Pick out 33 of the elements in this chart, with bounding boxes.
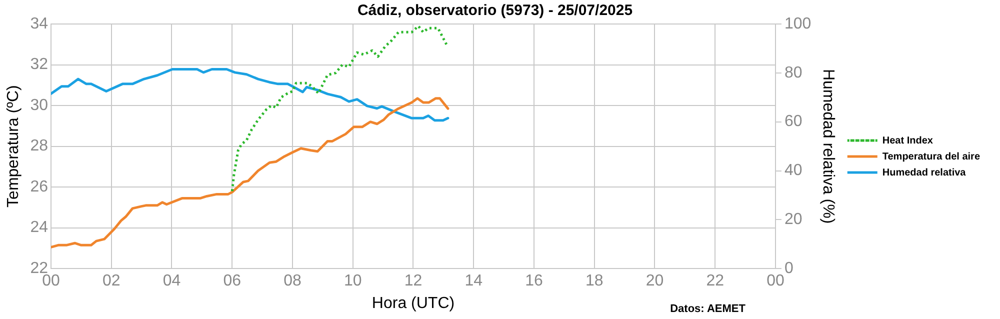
x-tick-label: 04	[162, 272, 181, 290]
y2-tick-label: 20	[784, 211, 802, 228]
y2-tick-label: 60	[784, 113, 802, 130]
x-tick-label: 08	[284, 272, 302, 290]
y-tick-label: 24	[30, 219, 48, 236]
y-tick-label: 28	[30, 138, 48, 155]
y-tick-label: 26	[30, 178, 48, 196]
x-tick-label: 02	[102, 272, 120, 290]
text: Datos: AEMET	[670, 303, 746, 315]
x-tick-label: 00	[766, 272, 784, 290]
x-tick-label: 16	[525, 272, 543, 290]
legend-label: Temperatura del aire	[882, 151, 980, 162]
y2-axis-title: Humedad relativa (%)	[819, 68, 836, 224]
y-axis-title: Temperatura (ºC)	[5, 85, 22, 208]
y-tick-label: 32	[30, 56, 48, 74]
y-tick-label: 30	[30, 96, 48, 114]
x-tick-label: 12	[404, 272, 422, 290]
x-tick-label: 14	[464, 272, 483, 290]
x-axis-title: Hora (UTC)	[372, 294, 455, 312]
x-tick-label: 22	[706, 272, 724, 290]
y2-tick-label: 0	[784, 260, 794, 278]
line-series	[230, 24, 448, 192]
x-tick-label: 06	[223, 272, 242, 290]
y2-tick-label: 40	[784, 162, 802, 180]
chart-title: Cádiz, observatorio (5973) - 25/07/2025	[357, 2, 633, 20]
legend-label: Humedad relativa	[882, 167, 966, 178]
y-tick-label: 34	[30, 15, 48, 32]
y2-tick-label: 80	[784, 64, 802, 82]
y2-tick-label: 100	[784, 15, 812, 32]
x-tick-label: 20	[646, 272, 664, 290]
x-tick-label: 10	[344, 272, 362, 290]
legend-label: Heat Index	[882, 135, 934, 146]
x-tick-label: 18	[585, 272, 604, 290]
